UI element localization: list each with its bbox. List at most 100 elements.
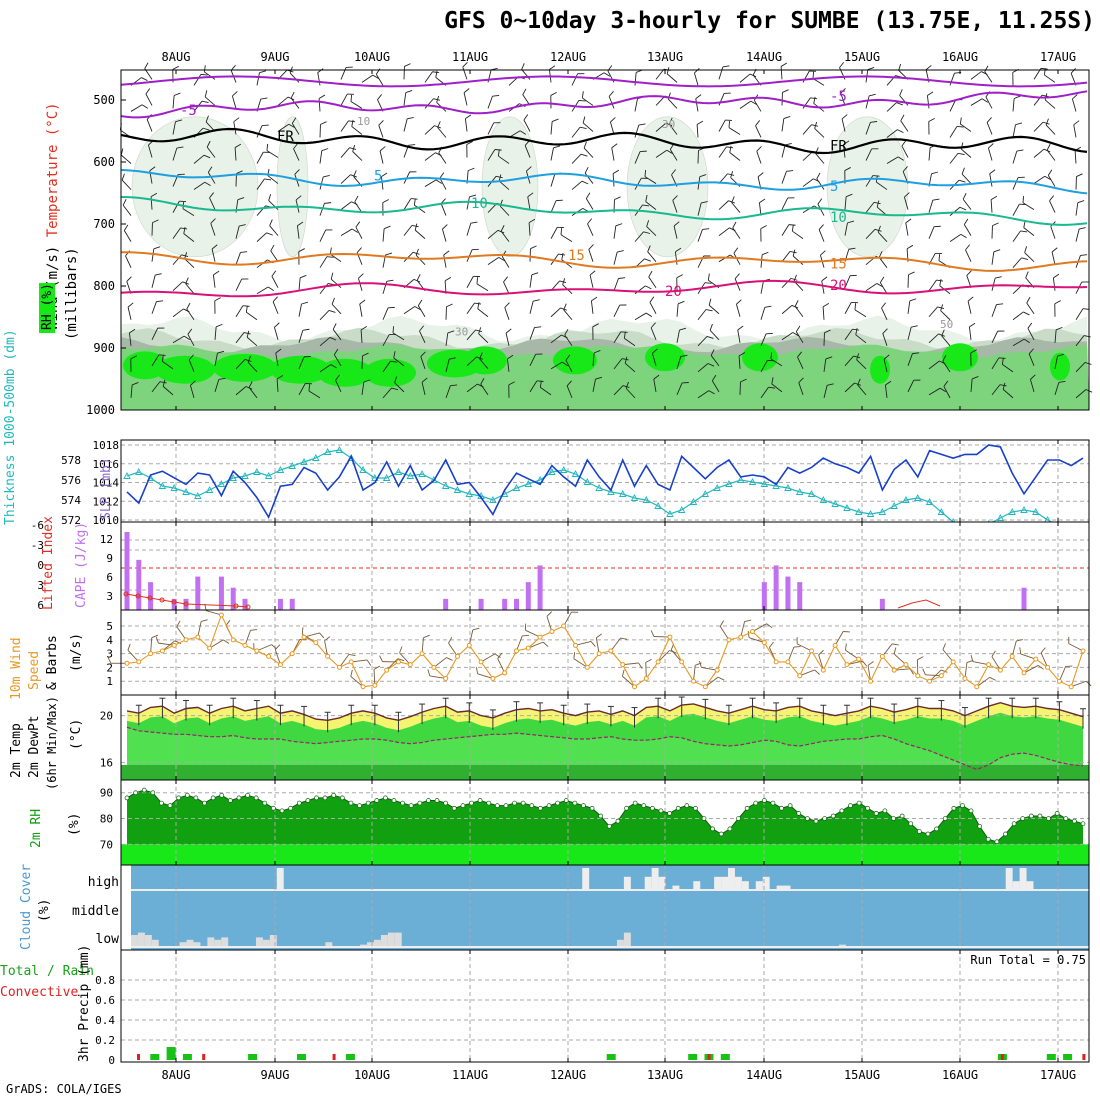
rh-2m-point [1028,813,1034,819]
rh-2m-point [494,803,500,808]
thickness-point [654,502,662,509]
wind-barb [415,248,426,265]
wind-barb [823,356,833,372]
wind-barb [976,676,996,688]
wind-barb [244,629,258,646]
wind-barb [187,328,195,347]
wind-barb [382,199,389,216]
wind-barb [878,251,888,268]
thickness-point [736,476,745,483]
wind-barb [771,377,783,393]
wind-barb [571,180,589,190]
pressure-tick-label: 900 [93,341,115,355]
wind-speed-point [903,662,909,668]
thickness-point [772,482,780,489]
wind-speed-point [490,675,496,681]
wind-barb [588,244,594,262]
wind-barb [382,225,391,242]
rh-2m-point [1020,816,1026,821]
wind-barb [550,361,569,370]
wind-speed-point [454,653,460,659]
wind-barb [209,192,216,210]
rh-2m-point [908,821,914,827]
thickness-point [418,470,426,477]
wind-barb [718,119,733,132]
wind-barb [550,199,563,213]
temp-line [126,701,1084,722]
wind-barb [573,651,588,668]
cape-bar [761,582,767,610]
rh-2m-point [1063,816,1069,821]
wind-barb [1022,195,1035,210]
wind-barb [339,654,356,668]
wind-barb [647,245,657,262]
wind-barb [739,378,747,395]
thickness-tick-label: 578 [61,454,81,467]
wind-barb [256,286,275,295]
wind-barb [1029,374,1036,393]
low-cloud-bar [269,935,277,947]
wind-barb [666,67,678,83]
rh-2m-point [451,805,457,811]
wind-barb [886,156,905,164]
wind-barb [361,74,379,83]
high-cloud-bar [582,868,590,890]
panel-frame [120,69,1090,411]
wind-speed-point [183,637,189,643]
date-label-top: 11AUG [452,50,488,64]
wind-barb [480,378,489,396]
rh-2m-point [520,800,526,806]
wind-barb [1012,95,1021,112]
wind-barb [928,117,935,135]
precip-total-bar [1046,1054,1056,1060]
wind-barb [445,303,453,320]
wind-barb [161,354,174,370]
wind-barb [590,296,598,314]
wind-barb [246,330,258,347]
temp-tick-label: 16 [100,756,113,769]
thickness-line [126,449,1084,531]
cloud-tick-label: low [96,932,120,947]
wind-barb [235,278,249,291]
rh-2m-point [1080,821,1086,827]
wind-barb [172,227,188,239]
low-cloud-bar [623,932,631,947]
wind-speed-point [277,662,283,668]
isotherm-label: -5 [830,89,847,105]
wind-barb [991,650,1001,671]
wind-speed-point [254,648,260,654]
wind-speed-point [478,659,484,665]
rh-2m-line [126,789,1084,843]
rh-2m-point [994,839,1000,845]
wind-barb [189,380,196,399]
cape-bar [289,598,295,610]
precip-total-bar [150,1054,160,1060]
rh-2m-point [469,800,474,806]
rh-2m-point [150,790,156,796]
thickness-point [618,490,627,497]
wind-barb [121,173,132,190]
wind-barb [335,374,342,393]
thickness-point [135,468,143,475]
rh-2m-point [899,813,905,819]
wind-barb [298,274,307,291]
wind-barb [780,62,788,80]
rh-2m-point [176,795,182,801]
wind-barb [697,201,708,216]
wind-barb [273,322,280,340]
rh-blob-90 [942,343,978,372]
high-cloud-bar [1019,868,1027,890]
wind-barb [440,198,447,216]
cape-bar [537,565,543,610]
wind-barb [648,270,657,288]
wind-barb [949,233,967,243]
wind-barb [403,251,420,262]
cloud-margin [121,865,131,950]
precip-ylabel: 3hr Precip (mm) [77,945,92,1062]
rh-2m-point [477,798,483,803]
wind-barb [571,126,587,138]
wind-barb [266,143,279,158]
precip-total-bar [606,1054,616,1060]
wind-barb [990,195,998,213]
wind-barb [877,225,888,242]
